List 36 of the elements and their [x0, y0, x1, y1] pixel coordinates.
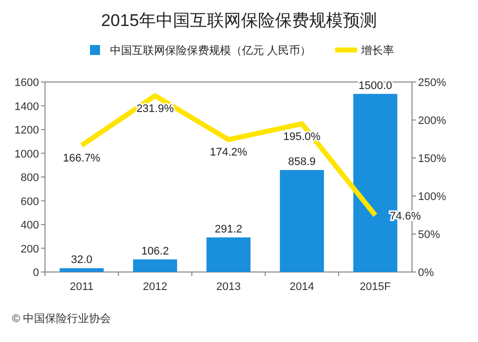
legend-label: 中国互联网保险保费规模（亿元 人民币） [110, 44, 312, 57]
y2-tick-label: 150% [418, 153, 446, 165]
y2-tick-label: 200% [418, 115, 446, 127]
y2-tick-label: 100% [418, 191, 446, 203]
x-tick-label: 2015F [360, 281, 392, 293]
data-label: 174.2% [210, 146, 248, 159]
x-tick-label: 2014 [290, 281, 314, 293]
y2-tick-label: 50% [418, 229, 440, 241]
data-label: 106.2 [141, 245, 169, 258]
y-tick-label: 1000 [14, 148, 39, 160]
y-tick-label: 600 [20, 196, 39, 208]
data-label: 1500.0 [358, 80, 392, 92]
x-tick-label: 2011 [70, 281, 94, 293]
y-tick-label: 1200 [14, 124, 39, 136]
y-tick-label: 1600 [14, 77, 39, 89]
data-label: 166.7% [63, 152, 101, 164]
y2-tick-label: 0% [418, 267, 434, 279]
y-tick-label: 0 [32, 267, 39, 279]
legend-label: 增长率 [360, 44, 394, 57]
x-tick-label: 2013 [216, 281, 241, 293]
bar [133, 259, 178, 272]
y-tick-label: 200 [20, 243, 39, 256]
data-label: 32.0 [70, 254, 92, 266]
y-tick-label: 800 [20, 172, 39, 184]
bar [206, 237, 251, 272]
text: © 中国保险行业协会 [12, 312, 112, 325]
data-label: 231.9% [136, 102, 174, 115]
y-tick-label: 1400 [14, 100, 39, 113]
y2-tick-label: 250% [418, 77, 446, 89]
data-label: 858.9 [288, 156, 316, 168]
y-tick-label: 400 [20, 220, 39, 232]
bar [280, 170, 324, 272]
data-label: 291.2 [214, 223, 242, 236]
x-tick-label: 2012 [142, 281, 168, 293]
bar [60, 268, 104, 272]
chart-title: 2015年中国互联网保险保费规模预测 [101, 11, 377, 30]
